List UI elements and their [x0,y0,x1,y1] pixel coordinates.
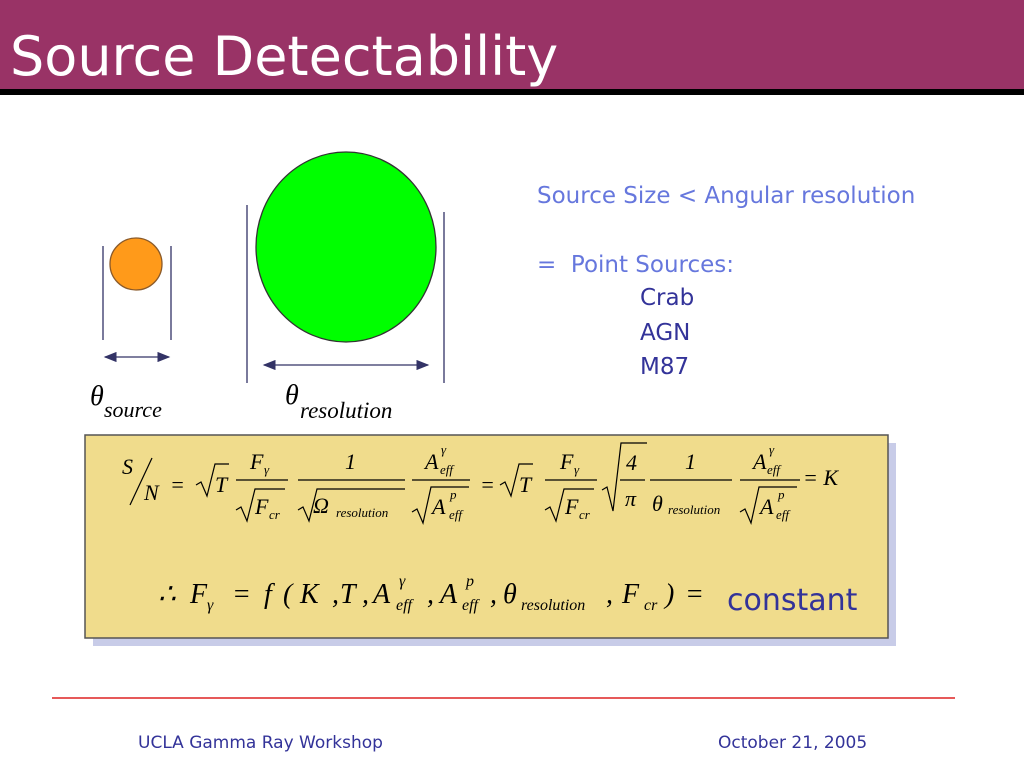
equation-token: p [449,487,457,502]
resolution-circle [255,151,437,343]
subscript: source [104,397,162,422]
equation-token: resolution [336,505,388,520]
equation-token: N [143,480,160,505]
diagram [102,151,445,383]
equation-token: γ [769,442,775,457]
equation-token: = [232,579,251,610]
equation-token: eff [767,462,782,477]
title: Source Detectability [10,25,558,88]
equation-token: F [559,449,574,474]
constant-label: constant [727,583,858,618]
equation-token: = [685,579,704,610]
equation-token: ∴ [158,579,176,610]
list-item: AGN [640,320,690,346]
text-line: = Point Sources: [537,252,734,278]
equation-token: eff [776,507,791,522]
equation-token: T [340,579,358,610]
equation-token: F [564,494,579,519]
equation-token: 1 [345,449,356,474]
equation-token: cr [269,507,281,522]
root [195,463,229,498]
title-rule [0,89,1024,95]
source-circle [109,237,163,291]
equation-token: γ [207,597,214,614]
equation-token: K [299,579,320,610]
equation-token: 1 [685,449,696,474]
equation-token: , [332,579,339,610]
equation-token: A [751,449,767,474]
equation-token: eff [440,462,455,477]
equation-token: , [427,579,434,610]
equation-token: cr [579,507,591,522]
equation-token: θ [652,491,663,516]
equation-token: A [423,449,439,474]
equation-token: F [621,579,640,610]
equation-token: = [170,472,185,497]
equation-token: , [490,579,497,610]
equation-token: γ [399,573,406,590]
equation-token: cr [644,597,658,614]
list-item: M87 [640,354,689,380]
equation-token: T [519,472,533,497]
equation-token: , [362,579,369,610]
equation-token: π [625,486,637,511]
text-line: Source Size < Angular resolution [537,183,915,209]
subscript: resolution [300,398,392,423]
equation-token: , [606,579,613,610]
equation-token: ) [663,579,674,610]
root [739,486,797,525]
equation-token: p [465,573,474,590]
equation-token: A [438,579,458,610]
equation-token: θ [503,579,517,610]
list-item: Crab [640,285,694,311]
equation-token: γ [441,442,447,457]
root [235,488,285,523]
equation-token: p [777,487,785,502]
equation-box [84,434,889,639]
equation-token: Ω [313,493,329,518]
equation-token: T [215,472,229,497]
root [601,442,647,512]
equation-token: F [254,494,269,519]
equation-token: eff [462,597,481,614]
equation-token: resolution [521,597,585,614]
footer-right: October 21, 2005 [718,733,867,753]
equation-token: A [758,494,774,519]
equation-token: eff [396,597,415,614]
equation-token: resolution [668,502,720,517]
equation-token: f [264,579,275,610]
equation-token: 4 [626,450,637,475]
footer-left: UCLA Gamma Ray Workshop [138,733,383,753]
equation-token: S [122,454,133,479]
theta: θ [90,381,104,412]
title-bar [0,0,1024,89]
equation-token: γ [264,462,270,477]
equation-token: F [189,579,208,610]
equation-token: F [249,449,264,474]
root [411,486,469,525]
equation-token: A [371,579,391,610]
root [297,488,405,523]
equation-token: = [480,472,495,497]
root [544,488,594,523]
equation-token: = K [803,465,839,490]
equation-token: A [430,494,446,519]
equation-token: ( [283,579,294,610]
equation-token: eff [449,507,464,522]
equation-strokes [129,442,800,525]
root [499,463,533,498]
equation-token: γ [574,462,580,477]
slash [129,457,153,506]
theta: θ [285,380,299,411]
